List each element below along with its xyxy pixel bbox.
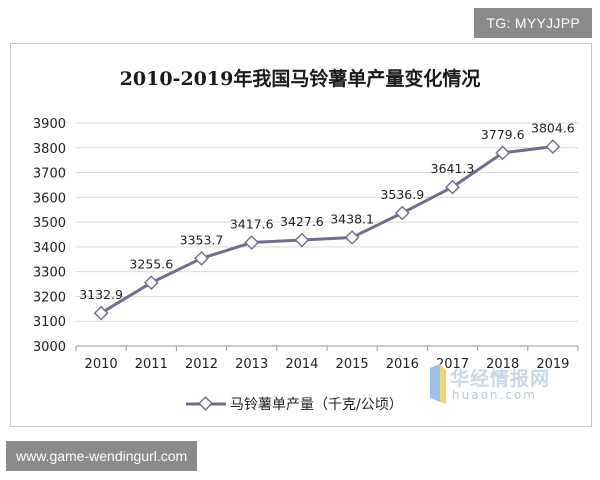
- x-tick-label: 2016: [386, 357, 419, 372]
- data-label: 3255.6: [129, 257, 173, 272]
- x-tick-label: 2012: [185, 357, 218, 372]
- logo-mark-icon: [430, 364, 446, 404]
- series-line: [100, 145, 554, 315]
- watermark-bottom: www.game-wendingurl.com: [6, 441, 198, 471]
- y-tick-label: 3300: [33, 266, 66, 281]
- chart-title: 2010-2019年我国马铃薯单产量变化情况: [119, 68, 481, 90]
- data-point: [244, 235, 260, 250]
- x-tick-label: 2019: [536, 357, 569, 372]
- data-point: [143, 275, 159, 291]
- legend-marker: [198, 396, 213, 411]
- y-tick-label: 3200: [33, 290, 66, 305]
- data-point: [93, 305, 109, 321]
- x-tick-label: 2014: [285, 357, 318, 372]
- y-tick-label: 3000: [33, 340, 66, 355]
- y-tick-label: 3600: [33, 191, 66, 206]
- logo-huaon: 华经情报网 huaon.com: [428, 362, 578, 406]
- data-label: 3804.6: [531, 121, 575, 136]
- watermark-top: TG: MYYJJPP: [474, 8, 592, 38]
- x-tick-label: 2015: [336, 357, 369, 372]
- y-tick-label: 3500: [33, 216, 66, 231]
- y-tick-label: 3700: [33, 167, 66, 182]
- data-label: 3417.6: [230, 217, 274, 232]
- x-tick-label: 2010: [85, 357, 118, 372]
- data-point: [294, 232, 310, 248]
- data-point: [445, 179, 460, 195]
- legend-label: 马铃薯单产量（千克/公顷）: [230, 397, 403, 413]
- logo-text-cn: 华经情报网: [450, 368, 551, 390]
- data-point: [394, 205, 410, 221]
- data-point: [344, 230, 360, 245]
- y-tick-label: 3100: [33, 315, 66, 330]
- data-point: [545, 139, 561, 154]
- data-label: 3132.9: [79, 287, 123, 302]
- data-point: [495, 145, 511, 161]
- x-tick-label: 2013: [235, 357, 268, 372]
- y-tick-label: 3800: [33, 142, 66, 157]
- data-label: 3536.9: [380, 187, 424, 202]
- x-tick-label: 2011: [135, 357, 168, 372]
- data-label: 3427.6: [280, 214, 324, 229]
- y-tick-label: 3400: [33, 241, 66, 256]
- x-tick-label: 2018: [486, 357, 519, 372]
- y-tick-label: 3900: [33, 117, 66, 132]
- data-label: 3438.1: [330, 211, 374, 226]
- data-label: 3641.3: [431, 161, 475, 176]
- data-label: 3353.7: [180, 232, 224, 247]
- logo-text-en: huaon.com: [452, 388, 537, 402]
- data-point: [194, 251, 209, 266]
- data-label: 3779.6: [481, 127, 525, 142]
